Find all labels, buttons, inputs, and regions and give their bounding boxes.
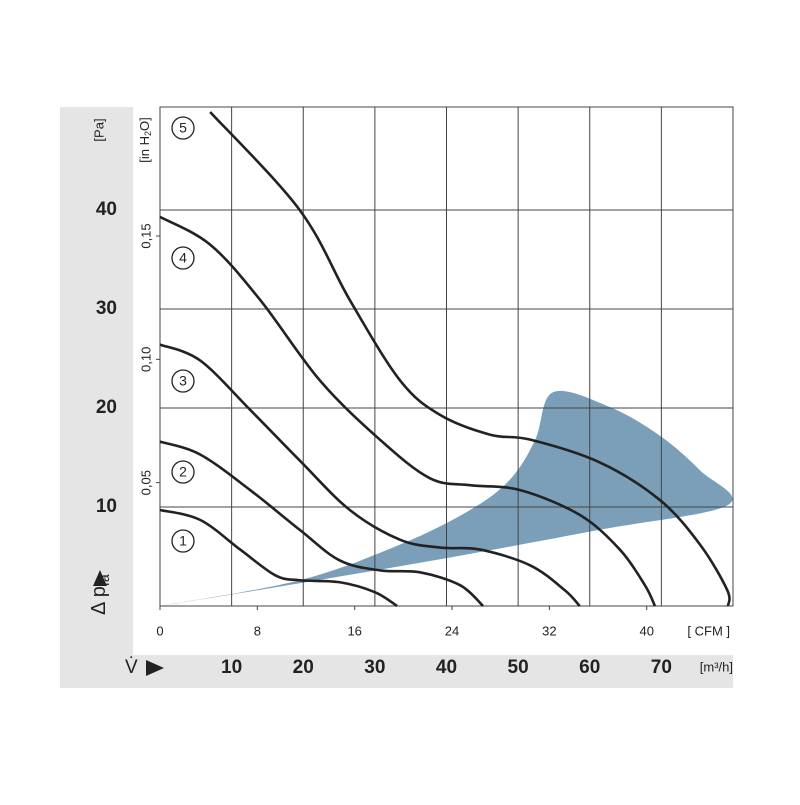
plot: 1 2 3 4 5 <box>156 106 734 610</box>
axis-band <box>60 107 133 688</box>
plot-border <box>159 106 734 607</box>
fan-curve <box>209 111 731 607</box>
x-tick-label: 40 <box>436 657 457 678</box>
fan-curve <box>159 215 657 607</box>
y2-unit-sub: 2 <box>143 131 153 136</box>
x-tick-label: 50 <box>508 657 529 678</box>
curve-label: 3 <box>179 373 187 389</box>
curve-badge <box>171 529 195 553</box>
curve-label: 1 <box>179 533 187 549</box>
x2-tick-label: 32 <box>542 623 556 638</box>
y2-unit-pre: [in H <box>137 136 152 163</box>
fan-curve <box>159 508 398 608</box>
y2-tick-label: 0,15 <box>138 223 153 248</box>
y-tick-label: 10 <box>96 496 117 517</box>
curve-label: 5 <box>179 120 187 136</box>
y-tick-label: 20 <box>96 397 117 418</box>
fan-curve <box>159 440 484 607</box>
curve-badge <box>171 246 195 270</box>
y2-unit-post: O] <box>137 117 152 131</box>
y2-tick-label: 0,10 <box>138 347 153 372</box>
y2-unit: [in H2O] <box>137 117 153 162</box>
x-tick-label: 60 <box>579 657 600 678</box>
y-label-main: Δ p <box>88 586 110 615</box>
x-tick-label: 20 <box>293 657 314 678</box>
arrow <box>93 570 107 586</box>
fan-curve <box>159 343 581 607</box>
curve-badge <box>171 116 195 140</box>
x-unit: [m³/h] <box>700 659 733 674</box>
axis-band <box>60 655 733 688</box>
x-tick-label: 70 <box>651 657 672 678</box>
x2-tick-label: 40 <box>639 623 653 638</box>
x2-tick-label: 8 <box>254 623 261 638</box>
x2-tick-label: 24 <box>445 623 459 638</box>
curve-label: 4 <box>179 250 187 266</box>
curve-badge <box>171 460 195 484</box>
x2-tick-label: 16 <box>347 623 361 638</box>
x2-unit: [ CFM ] <box>687 623 730 638</box>
y-tick-label: 40 <box>96 199 117 220</box>
y-unit: [Pa] <box>91 118 106 141</box>
x-tick-label: 10 <box>221 657 242 678</box>
y2-tick-label: 0,05 <box>138 470 153 495</box>
y-tick-label: 30 <box>96 298 117 319</box>
x-label: V̇ <box>125 657 138 678</box>
arrow <box>146 660 164 676</box>
x2-tick-label: 0 <box>156 623 163 638</box>
x-tick-label: 30 <box>364 657 385 678</box>
curve-badge <box>171 369 195 393</box>
curve-label: 2 <box>179 464 187 480</box>
